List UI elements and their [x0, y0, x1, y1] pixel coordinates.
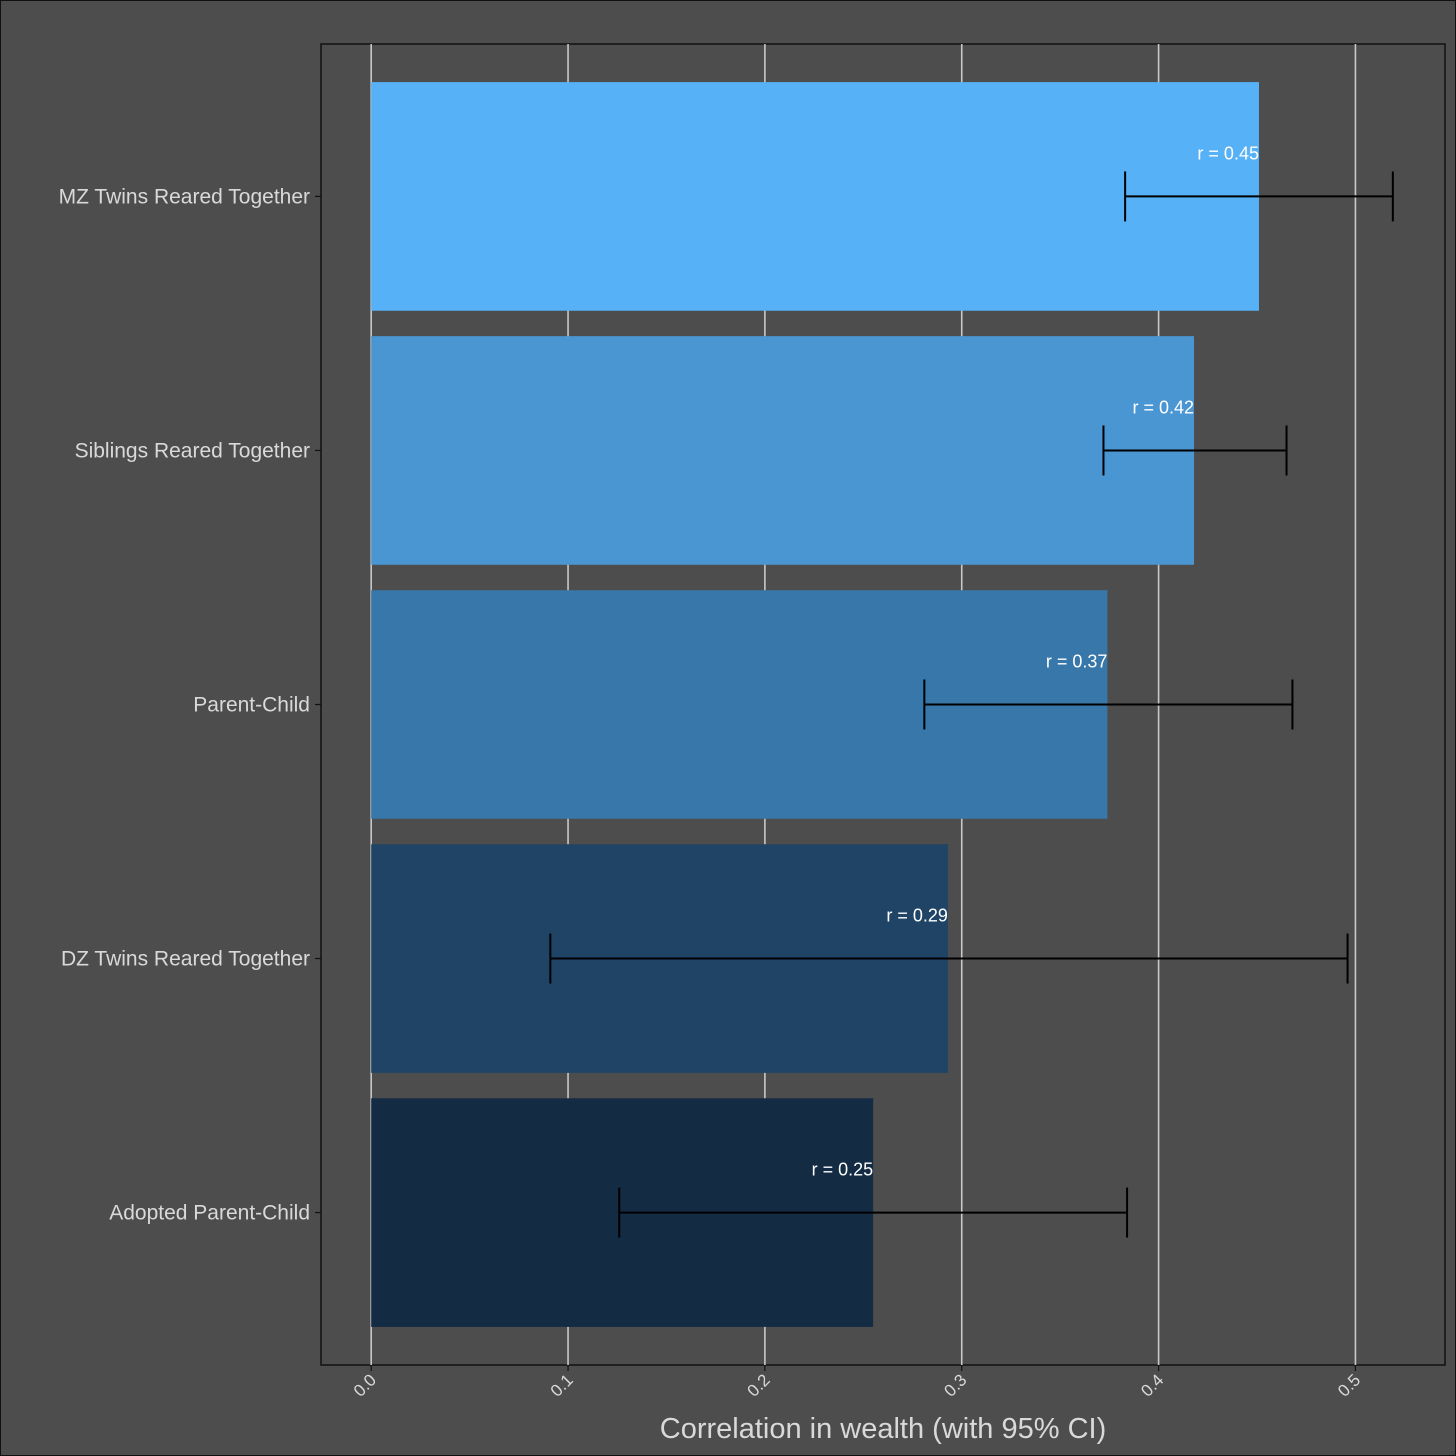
bar-value-label: r = 0.45 [1197, 143, 1259, 163]
y-axis: MZ Twins Reared Together Siblings Reared … [59, 185, 321, 1225]
x-tick-label: 0.5 [1334, 1370, 1364, 1400]
bar-labels: r = 0.45 r = 0.42 r = 0.37 r = 0.29 r = 0.25 [812, 143, 1259, 1179]
y-category-label: Parent-Child [193, 694, 310, 717]
error-bars [549, 171, 1394, 1238]
bar-value-label: r = 0.42 [1132, 397, 1194, 417]
y-category-label: MZ Twins Reared Together [59, 185, 310, 208]
x-axis-title: Correlation in wealth (with 95% CI) [660, 1413, 1106, 1445]
x-axis: 0.0 0.1 0.2 0.3 0.4 0.5 [350, 1365, 1364, 1401]
bar [371, 336, 1195, 565]
x-tick-label: 0.0 [350, 1370, 380, 1400]
x-tick-label: 0.2 [744, 1370, 774, 1400]
bars [371, 82, 1259, 1327]
y-category-label: DZ Twins Reared Together [61, 948, 310, 971]
bar-value-label: r = 0.37 [1046, 652, 1108, 672]
bar-value-label: r = 0.29 [886, 906, 948, 926]
bar [371, 82, 1259, 311]
x-tick-label: 0.4 [1137, 1370, 1167, 1400]
x-tick-label: 0.3 [940, 1370, 970, 1400]
y-category-label: Siblings Reared Together [75, 439, 310, 462]
bar-value-label: r = 0.25 [812, 1160, 874, 1180]
x-tick-label: 0.1 [547, 1370, 577, 1400]
y-category-label: Adopted Parent-Child [109, 1202, 310, 1225]
